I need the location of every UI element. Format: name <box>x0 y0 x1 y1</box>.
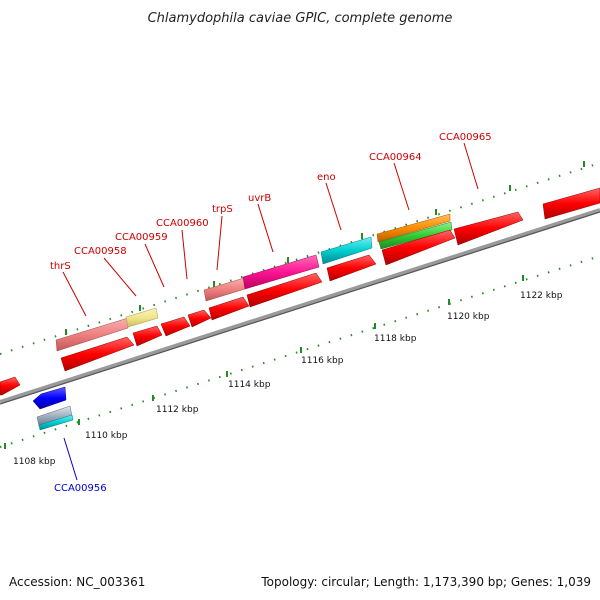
tick-label-1122: 1122 kbp <box>520 291 563 301</box>
reverse-strand-scale <box>0 255 600 448</box>
genome-summary: Topology: circular; Length: 1,173,390 bp… <box>260 575 591 589</box>
label-CCA00958[interactable]: CCA00958 <box>74 246 127 257</box>
label-leader-lines <box>62 142 479 481</box>
gene-red-10[interactable] <box>542 187 600 220</box>
gene-red-4[interactable] <box>187 309 212 328</box>
label-thrS[interactable]: thrS <box>50 261 71 272</box>
axis-tick-labels: 1108 kbp 1110 kbp 1112 kbp 1114 kbp 1116… <box>13 291 563 467</box>
gene-red-5[interactable] <box>208 296 250 321</box>
gene-red-2[interactable] <box>132 325 163 347</box>
forward-inner-genes <box>0 187 600 396</box>
gene-blue[interactable] <box>32 386 67 410</box>
tick-label-1108: 1108 kbp <box>13 457 56 467</box>
reverse-genes <box>32 386 74 431</box>
label-CCA00959[interactable]: CCA00959 <box>115 232 168 243</box>
gene-red-edge[interactable] <box>0 376 21 396</box>
label-trpS[interactable]: trpS <box>212 204 233 215</box>
gene-red-7[interactable] <box>326 254 377 282</box>
gene-red-6[interactable] <box>246 272 323 308</box>
tick-label-1112: 1112 kbp <box>156 405 199 415</box>
forward-major-ticks <box>65 161 585 335</box>
gene-red-8[interactable] <box>381 229 456 266</box>
label-CCA00965[interactable]: CCA00965 <box>439 132 492 143</box>
gene-eno[interactable] <box>320 236 373 265</box>
label-eno[interactable]: eno <box>317 172 336 183</box>
label-CCA00956[interactable]: CCA00956 <box>54 483 107 494</box>
gene-CCA00964-b[interactable] <box>378 221 453 250</box>
gene-thrS[interactable] <box>55 317 129 352</box>
tick-label-1118: 1118 kbp <box>374 334 417 344</box>
tick-label-1120: 1120 kbp <box>447 312 490 322</box>
tick-label-1110: 1110 kbp <box>85 431 128 441</box>
gene-CCA00964-a[interactable] <box>376 213 451 243</box>
tick-label-1114: 1114 kbp <box>228 380 271 390</box>
accession-label: Accession: NC_003361 <box>9 575 145 589</box>
axis-major-ticks <box>4 275 524 449</box>
map-title: Chlamydophila caviae GPIC, complete geno… <box>148 11 453 26</box>
forward-strand-scale <box>0 162 600 355</box>
gene-uvrB[interactable] <box>242 254 320 290</box>
label-uvrB[interactable]: uvrB <box>248 193 271 204</box>
label-CCA00964[interactable]: CCA00964 <box>369 152 422 163</box>
gene-trpS[interactable] <box>203 277 246 302</box>
genome-backbone <box>0 208 600 405</box>
gene-CCA00958[interactable] <box>125 307 159 328</box>
forward-outer-genes <box>55 213 453 352</box>
label-CCA00960[interactable]: CCA00960 <box>156 218 209 229</box>
tick-label-1116: 1116 kbp <box>301 356 344 366</box>
gene-CCA00956[interactable] <box>38 414 74 431</box>
gene-red-9[interactable] <box>453 211 524 246</box>
gene-red-1[interactable] <box>60 336 135 372</box>
gene-labels: thrS CCA00958 CCA00959 CCA00960 trpS uvr… <box>50 132 492 494</box>
gene-red-3[interactable] <box>160 316 191 337</box>
